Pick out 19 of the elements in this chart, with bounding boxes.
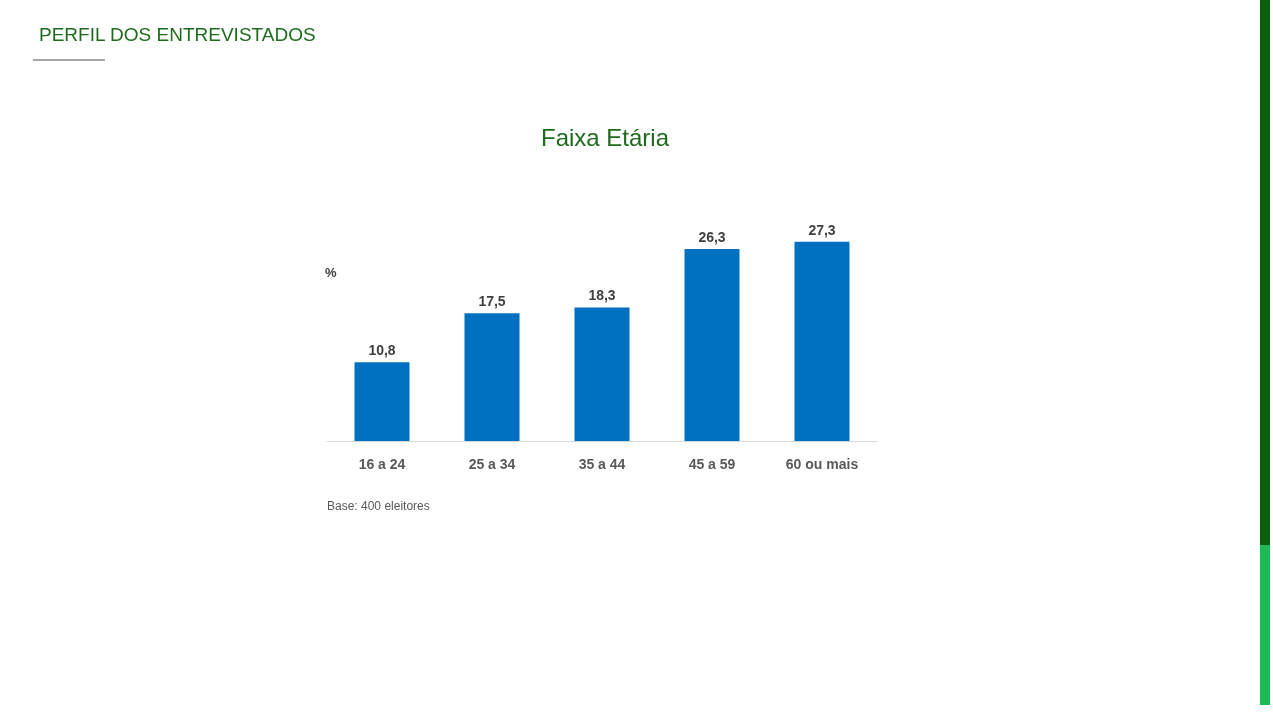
x-tick-label: 16 a 24 [358, 456, 406, 472]
x-tick-label: 35 a 44 [578, 456, 626, 472]
chart-title: PERFIL DOS ENTREVISTADOS [39, 24, 316, 45]
data-label: 10,8 [368, 342, 396, 359]
data-label: 18,3 [588, 287, 616, 304]
bar [464, 313, 520, 441]
x-tick-label: 60 ou mais [785, 456, 859, 472]
y-axis-title: % [325, 265, 337, 280]
text: Base: 400 eleitores [327, 499, 430, 513]
bar [684, 249, 740, 441]
data-label: 27,3 [808, 221, 836, 238]
data-label: 17,5 [478, 293, 506, 310]
bar [354, 362, 410, 441]
bar [574, 307, 630, 441]
chart-subtitle: Faixa Etária [540, 123, 670, 151]
bar [794, 241, 850, 441]
x-tick-label: 45 a 59 [688, 456, 736, 472]
x-tick-label: 25 a 34 [468, 456, 516, 472]
data-label: 26,3 [698, 229, 726, 246]
